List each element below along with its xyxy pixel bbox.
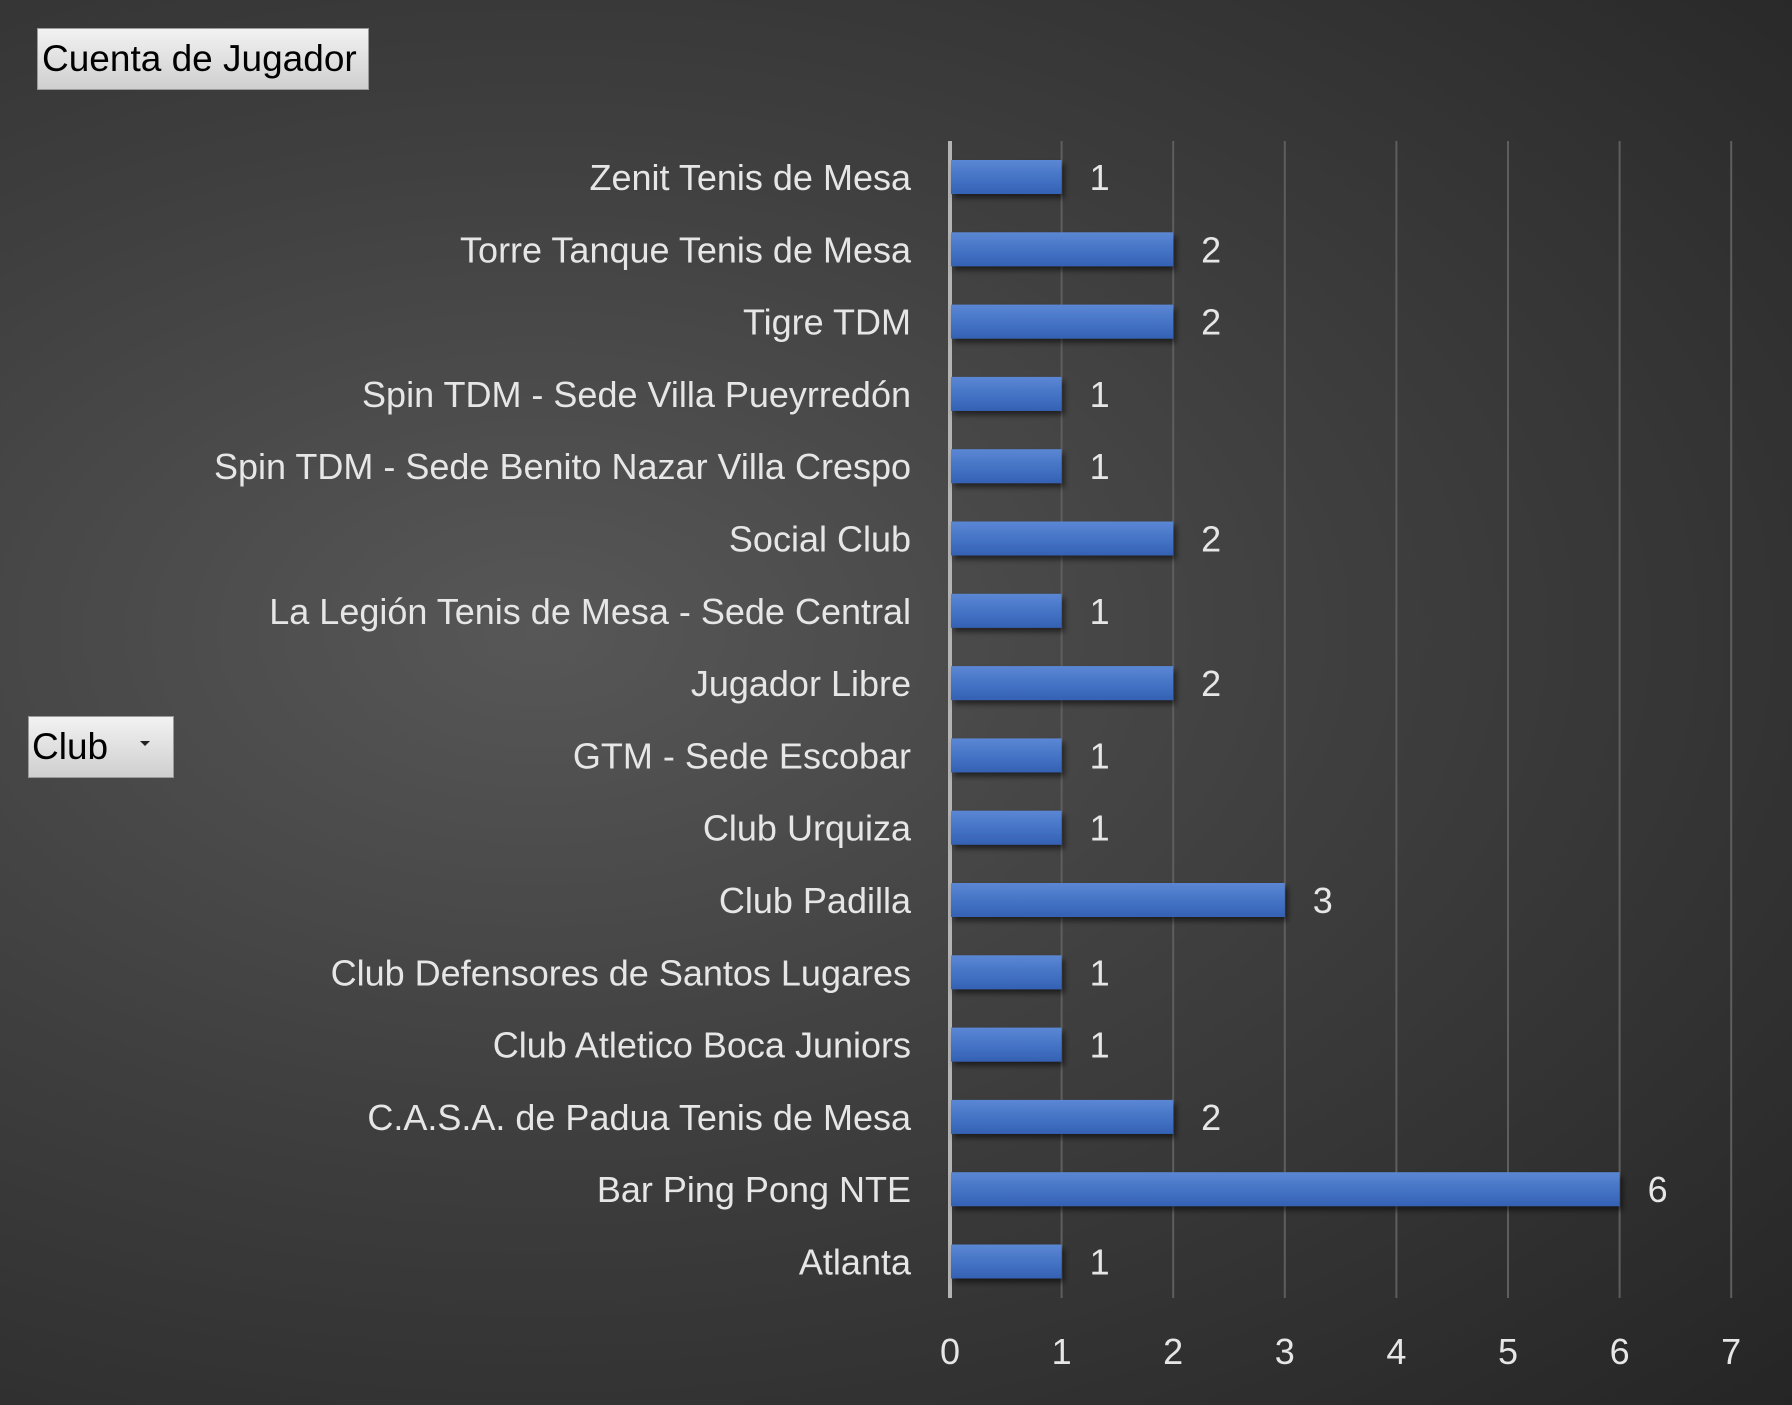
data-label: 1 — [1090, 952, 1110, 993]
category-label: C.A.S.A. de Padua Tenis de Mesa — [367, 1097, 912, 1138]
bar — [951, 810, 1062, 845]
bar — [951, 883, 1285, 917]
bar — [951, 666, 1174, 701]
category-label: Jugador Libre — [691, 663, 911, 704]
category-label: Social Club — [729, 519, 911, 560]
x-tick-label: 4 — [1386, 1331, 1406, 1372]
x-tick-label: 7 — [1721, 1331, 1741, 1372]
category-label: Club Padilla — [719, 880, 912, 921]
x-tick-label: 5 — [1498, 1331, 1518, 1372]
category-label: Club Atletico Boca Juniors — [493, 1025, 911, 1066]
data-label: 2 — [1201, 519, 1221, 560]
category-label: Tigre TDM — [743, 302, 911, 343]
data-label: 1 — [1090, 1025, 1110, 1066]
category-label: Zenit Tenis de Mesa — [589, 157, 911, 198]
bar — [951, 160, 1062, 194]
data-label: 1 — [1090, 735, 1110, 776]
data-label: 1 — [1090, 446, 1110, 487]
data-label: 1 — [1090, 591, 1110, 632]
value-field-button[interactable]: Cuenta de Jugador — [37, 28, 369, 90]
category-label: Spin TDM - Sede Villa Pueyrredón — [362, 374, 911, 415]
bar — [951, 593, 1062, 628]
club-field-label: Club — [32, 726, 109, 767]
data-label: 2 — [1201, 1097, 1221, 1138]
bar — [951, 1244, 1062, 1279]
value-field-label: Cuenta de Jugador — [42, 38, 357, 79]
bar — [951, 1099, 1174, 1134]
data-label: 6 — [1648, 1169, 1668, 1210]
category-labels: Zenit Tenis de Mesa Torre Tanque Tenis de… — [214, 157, 912, 1283]
category-label: Torre Tanque Tenis de Mesa — [460, 229, 912, 270]
x-tick-labels: 0 1 2 3 4 5 6 7 — [940, 1331, 1741, 1372]
bar — [951, 955, 1062, 990]
data-label: 2 — [1201, 663, 1221, 704]
data-label: 3 — [1313, 880, 1333, 921]
category-label: Spin TDM - Sede Benito Nazar Villa Cresp… — [214, 446, 911, 487]
data-label: 2 — [1201, 229, 1221, 270]
data-label: 1 — [1090, 157, 1110, 198]
data-labels: 1 2 2 1 1 2 1 2 1 1 3 1 1 2 6 1 — [1090, 157, 1668, 1283]
category-label: La Legión Tenis de Mesa - Sede Central — [269, 591, 911, 632]
bar — [951, 521, 1174, 556]
x-tick-label: 2 — [1163, 1331, 1183, 1372]
bar — [951, 232, 1174, 267]
bar — [951, 738, 1062, 773]
club-field-filter-button[interactable]: Club — [28, 716, 174, 778]
bar — [951, 449, 1062, 484]
bar — [951, 304, 1174, 339]
category-label: Bar Ping Pong NTE — [597, 1169, 911, 1210]
x-tick-label: 1 — [1052, 1331, 1072, 1372]
data-label: 1 — [1090, 1242, 1110, 1283]
x-tick-label: 0 — [940, 1331, 960, 1372]
category-label: Atlanta — [799, 1242, 912, 1283]
bars — [951, 160, 1620, 1279]
x-tick-label: 6 — [1610, 1331, 1630, 1372]
category-label: GTM - Sede Escobar — [573, 735, 911, 776]
bar — [951, 1172, 1620, 1207]
data-label: 1 — [1090, 374, 1110, 415]
x-tick-label: 3 — [1275, 1331, 1295, 1372]
bar — [951, 376, 1062, 411]
category-label: Club Urquiza — [703, 808, 912, 849]
data-label: 1 — [1090, 808, 1110, 849]
chevron-down-icon — [140, 741, 150, 746]
bar — [951, 1027, 1062, 1062]
category-label: Club Defensores de Santos Lugares — [331, 952, 911, 993]
data-label: 2 — [1201, 302, 1221, 343]
